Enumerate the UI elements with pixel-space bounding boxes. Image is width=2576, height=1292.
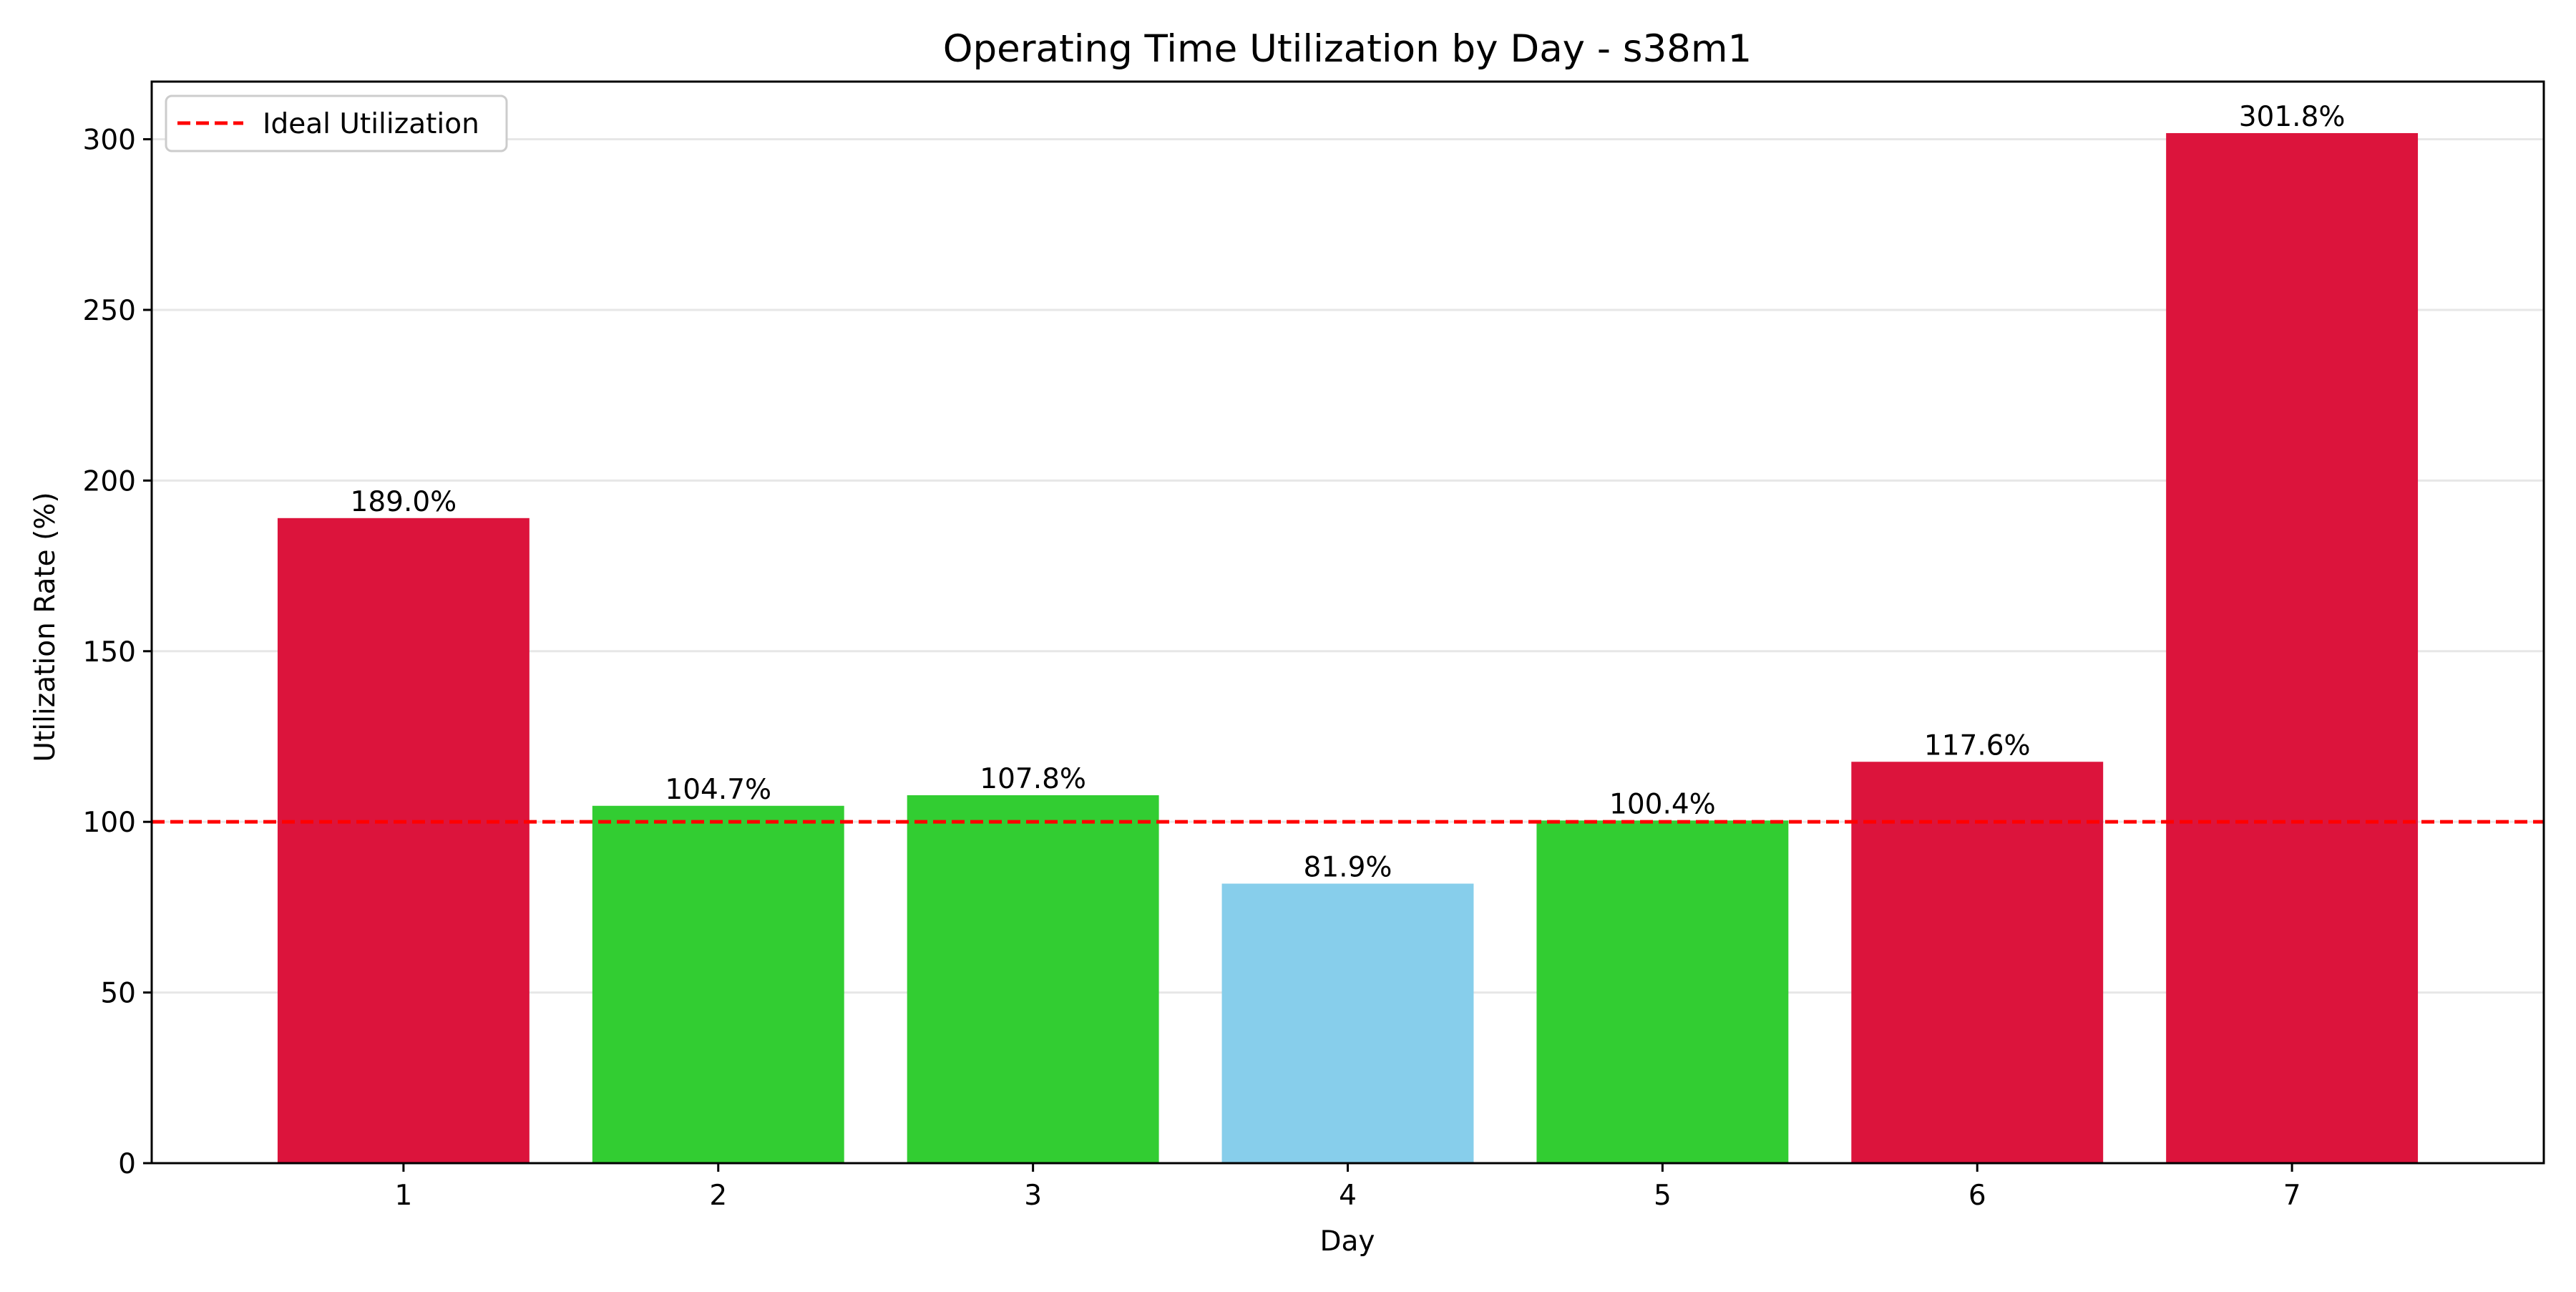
bar-day-7 <box>2166 132 2419 1163</box>
x-tick-label: 6 <box>1968 1180 1986 1212</box>
bar-value-label: 117.6% <box>1924 729 2031 762</box>
legend: Ideal Utilization <box>165 94 508 152</box>
legend-box <box>165 94 508 152</box>
bar-value-label: 107.8% <box>980 763 1086 795</box>
y-tick-label: 200 <box>83 465 136 497</box>
bar-day-2 <box>592 805 844 1163</box>
x-tick-label: 3 <box>1024 1180 1042 1212</box>
bar-day-1 <box>277 518 530 1163</box>
y-axis-ticks: 0 50 100 150 200 250 300 <box>83 125 152 1180</box>
y-tick-label: 50 <box>100 978 136 1010</box>
bar-value-label: 81.9% <box>1304 851 1392 883</box>
bar-value-label: 104.7% <box>665 774 771 806</box>
legend-label-ideal-utilization: Ideal Utilization <box>263 108 479 140</box>
y-tick-label: 150 <box>83 636 136 669</box>
bar-value-label: 100.4% <box>1609 788 1716 820</box>
x-tick-label: 4 <box>1339 1180 1357 1212</box>
x-tick-label: 1 <box>394 1180 412 1212</box>
bar-day-6 <box>1851 762 2104 1163</box>
y-tick-label: 300 <box>83 125 136 157</box>
x-tick-label: 7 <box>2283 1180 2301 1212</box>
chart-title: Operating Time Utilization by Day - s38m… <box>943 27 1752 71</box>
x-axis-label: Day <box>1319 1225 1375 1258</box>
y-axis-label: Utilization Rate (%) <box>29 492 62 762</box>
y-tick-label: 0 <box>118 1148 136 1180</box>
y-tick-label: 250 <box>83 295 136 327</box>
y-tick-label: 100 <box>83 807 136 839</box>
x-tick-label: 2 <box>709 1180 727 1212</box>
bars <box>277 132 2419 1163</box>
bar-day-4 <box>1221 883 1474 1163</box>
bar-value-label: 189.0% <box>351 486 457 518</box>
bar-value-label: 301.8% <box>2239 101 2346 133</box>
bar-day-3 <box>907 795 1159 1163</box>
x-tick-label: 5 <box>1654 1180 1672 1212</box>
x-axis-ticks: 1 2 3 4 5 6 7 <box>394 1163 2301 1212</box>
data-labels: 189.0% 104.7% 107.8% 81.9% 100.4% 117.6% 301.8… <box>351 101 2346 884</box>
bar-day-5 <box>1536 820 1789 1163</box>
